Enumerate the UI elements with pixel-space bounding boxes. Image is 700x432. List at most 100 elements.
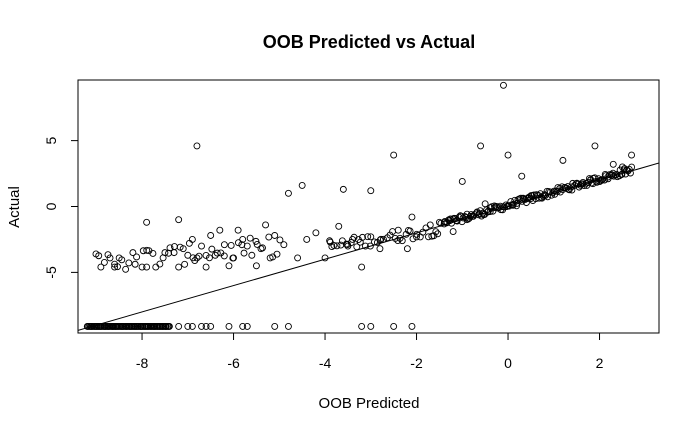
- data-point: [234, 239, 242, 247]
- data-point: [280, 241, 288, 249]
- x-tick-label: -8: [136, 355, 149, 371]
- data-point: [175, 322, 183, 330]
- data-point: [303, 235, 311, 243]
- data-point: [477, 142, 485, 150]
- data-point: [294, 254, 302, 262]
- data-point: [457, 212, 465, 220]
- data-point: [271, 232, 279, 239]
- data-point: [628, 151, 635, 159]
- data-point: [425, 233, 432, 241]
- data-point: [111, 263, 119, 271]
- data-point: [398, 237, 406, 245]
- data-point: [376, 245, 384, 253]
- chart-title: OOB Predicted vs Actual: [263, 32, 475, 52]
- data-point: [376, 236, 384, 244]
- plot-frame: [77, 79, 660, 334]
- data-point: [253, 240, 261, 248]
- data-point: [198, 242, 205, 250]
- data-point: [184, 251, 192, 259]
- data-point: [207, 322, 215, 330]
- data-point: [367, 187, 375, 195]
- data-point: [564, 183, 572, 191]
- data-point: [284, 322, 292, 330]
- y-axis: -5 0 5: [43, 137, 79, 279]
- data-point: [408, 322, 416, 330]
- data-point: [440, 220, 448, 228]
- data-point: [437, 219, 445, 227]
- data-point: [202, 263, 210, 271]
- x-axis: -8 -6 -4 -2 0 2: [136, 332, 604, 371]
- data-point: [432, 228, 440, 236]
- data-point: [481, 200, 489, 208]
- data-point: [396, 234, 404, 242]
- data-point: [430, 232, 438, 240]
- data-point: [390, 151, 398, 159]
- data-point: [522, 199, 530, 207]
- data-point: [446, 215, 454, 223]
- data-point: [518, 172, 526, 180]
- data-point: [500, 81, 507, 89]
- data-point: [252, 237, 260, 245]
- data-point: [628, 163, 636, 171]
- data-point: [377, 235, 385, 243]
- data-point: [220, 241, 228, 249]
- data-point: [386, 231, 394, 239]
- data-point: [453, 217, 461, 225]
- data-point: [358, 263, 366, 271]
- data-point: [618, 170, 626, 178]
- data-point: [240, 249, 248, 257]
- data-point: [266, 254, 274, 262]
- data-point: [175, 263, 183, 271]
- data-point: [330, 241, 338, 249]
- data-point: [179, 245, 187, 253]
- data-point: [338, 237, 346, 245]
- data-point: [339, 185, 347, 193]
- data-point: [406, 227, 414, 235]
- data-point: [408, 213, 416, 221]
- data-point: [184, 322, 192, 330]
- data-point: [230, 254, 237, 262]
- data-point: [359, 233, 366, 241]
- data-point: [353, 243, 361, 251]
- data-point: [585, 175, 593, 183]
- data-point: [618, 163, 626, 171]
- data-point: [257, 245, 265, 253]
- data-point: [195, 252, 203, 260]
- data-point: [122, 265, 130, 273]
- data-point: [125, 259, 133, 267]
- data-point: [413, 233, 420, 241]
- data-point: [458, 218, 466, 226]
- data-point: [202, 322, 210, 330]
- data-point: [527, 195, 535, 203]
- data-point: [367, 322, 375, 330]
- data-point: [114, 263, 121, 271]
- data-point: [95, 252, 103, 260]
- data-point: [284, 189, 292, 197]
- data-point: [205, 254, 213, 262]
- data-point: [227, 242, 235, 249]
- data-point: [486, 208, 494, 215]
- data-point: [216, 226, 224, 234]
- data-point: [409, 235, 417, 243]
- data-point: [271, 322, 279, 330]
- x-tick-label: -2: [410, 355, 423, 371]
- data-point: [366, 242, 374, 250]
- data-point: [129, 249, 137, 257]
- x-tick-label: 2: [596, 355, 604, 371]
- data-point: [458, 178, 466, 185]
- data-point: [225, 262, 233, 270]
- x-tick-label: -6: [227, 355, 240, 371]
- data-point: [435, 218, 443, 226]
- data-point: [434, 230, 442, 238]
- data-point: [312, 229, 320, 237]
- data-point: [321, 254, 329, 262]
- data-point: [473, 209, 480, 217]
- data-point: [115, 254, 123, 262]
- data-point: [586, 176, 594, 184]
- x-tick-label: -4: [319, 355, 332, 371]
- data-point: [350, 233, 358, 241]
- data-point: [403, 245, 411, 253]
- data-point: [198, 322, 205, 330]
- x-axis-label: OOB Predicted: [319, 395, 420, 412]
- data-point: [193, 254, 201, 262]
